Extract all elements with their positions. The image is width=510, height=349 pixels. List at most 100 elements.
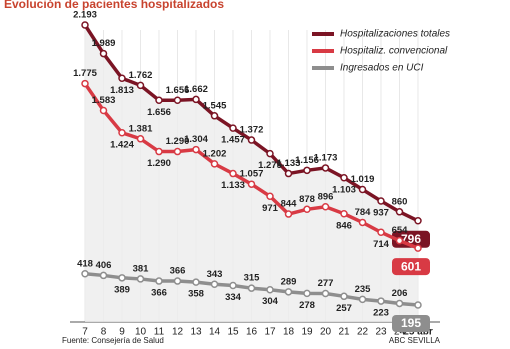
value-label: 1.656 bbox=[147, 107, 171, 118]
point bbox=[303, 166, 311, 175]
x-tick-label: 11 bbox=[154, 327, 165, 338]
value-label: 1.762 bbox=[129, 70, 153, 81]
value-label: 1.989 bbox=[92, 38, 116, 49]
end-label: 195 bbox=[401, 316, 421, 330]
point bbox=[173, 277, 182, 285]
point bbox=[377, 297, 385, 305]
point bbox=[192, 95, 200, 104]
value-label: 315 bbox=[244, 273, 261, 284]
value-label: 289 bbox=[281, 276, 297, 287]
point bbox=[321, 164, 330, 172]
value-label: 1.372 bbox=[240, 125, 264, 136]
value-label: 389 bbox=[114, 284, 130, 295]
point bbox=[284, 288, 293, 296]
value-label: 1.290 bbox=[166, 136, 190, 147]
value-label: 1.057 bbox=[240, 169, 264, 180]
point bbox=[377, 228, 385, 237]
value-label: 223 bbox=[373, 308, 389, 319]
x-tick-label: 16 bbox=[246, 327, 258, 338]
point bbox=[210, 112, 219, 120]
point bbox=[414, 244, 422, 252]
point bbox=[81, 269, 89, 278]
point bbox=[155, 277, 163, 285]
point bbox=[284, 210, 293, 218]
end-label: 601 bbox=[401, 259, 421, 273]
value-label: 366 bbox=[170, 266, 186, 277]
value-label: 1.173 bbox=[314, 152, 338, 163]
value-label: 418 bbox=[77, 258, 93, 269]
source: Fuente: Consejería de Salud bbox=[62, 336, 164, 345]
point bbox=[136, 81, 145, 90]
value-label: 844 bbox=[281, 199, 298, 210]
point bbox=[136, 275, 145, 283]
point bbox=[340, 210, 348, 218]
value-label: 206 bbox=[392, 288, 408, 299]
point bbox=[247, 284, 256, 292]
value-label: 1.019 bbox=[351, 174, 375, 185]
value-label: 1.424 bbox=[110, 139, 134, 150]
value-label: 1.545 bbox=[203, 100, 227, 111]
x-tick-label: 13 bbox=[190, 327, 202, 338]
value-label: 257 bbox=[336, 303, 352, 314]
value-label: 896 bbox=[318, 191, 334, 202]
x-tick-label: 12 bbox=[172, 327, 184, 338]
value-label: 1.381 bbox=[129, 123, 153, 134]
legend-label: Ingresados en UCI bbox=[340, 63, 424, 74]
value-label: 304 bbox=[262, 296, 279, 307]
point bbox=[358, 295, 367, 304]
x-tick-label: 15 bbox=[227, 327, 239, 338]
point bbox=[377, 197, 385, 205]
point bbox=[414, 217, 422, 225]
point bbox=[321, 289, 330, 298]
point bbox=[358, 185, 367, 194]
value-label: 235 bbox=[355, 284, 372, 295]
x-tick-label: 10 bbox=[135, 327, 147, 338]
point bbox=[81, 21, 89, 29]
x-tick-label: 21 bbox=[338, 327, 350, 338]
value-label: 971 bbox=[262, 203, 279, 214]
value-label: 381 bbox=[133, 263, 150, 274]
x-tick-label: 9 bbox=[119, 327, 125, 338]
point bbox=[81, 79, 89, 88]
end-badge bbox=[392, 315, 430, 332]
point bbox=[229, 124, 237, 132]
value-label: 1.290 bbox=[147, 158, 171, 169]
point bbox=[99, 49, 108, 58]
point bbox=[210, 160, 219, 168]
value-label: 1.583 bbox=[92, 95, 116, 106]
x-tick-label: 17 bbox=[264, 327, 276, 338]
point bbox=[155, 147, 163, 156]
point bbox=[155, 96, 163, 105]
point bbox=[266, 192, 274, 201]
point bbox=[321, 203, 330, 211]
area bbox=[85, 25, 418, 322]
value-label: 2.193 bbox=[73, 10, 97, 21]
point bbox=[136, 135, 145, 143]
x-tick-label: 20 bbox=[320, 327, 332, 338]
value-label: 860 bbox=[392, 196, 408, 207]
point bbox=[118, 129, 126, 137]
value-label: 1.304 bbox=[184, 134, 208, 145]
point bbox=[229, 281, 237, 290]
point bbox=[284, 169, 293, 178]
point bbox=[303, 205, 311, 214]
point bbox=[395, 208, 404, 216]
point bbox=[210, 280, 219, 289]
point bbox=[414, 301, 422, 309]
point bbox=[192, 278, 200, 286]
legend-label: Hospitalizaciones totales bbox=[340, 29, 450, 40]
value-label: 343 bbox=[207, 269, 223, 280]
chart-title: Evolución de pacientes hospitalizados bbox=[4, 0, 224, 11]
point bbox=[118, 74, 126, 83]
x-tick-label: 18 bbox=[283, 327, 295, 338]
x-tick-label: 23 bbox=[375, 327, 387, 338]
x-tick-label: 14 bbox=[209, 327, 221, 338]
value-label: 1.103 bbox=[332, 184, 356, 195]
value-label: 1.202 bbox=[203, 148, 227, 159]
point bbox=[99, 271, 108, 280]
value-label: 1.813 bbox=[110, 85, 134, 96]
point bbox=[229, 169, 237, 178]
point bbox=[247, 180, 256, 188]
value-label: 278 bbox=[299, 300, 315, 311]
